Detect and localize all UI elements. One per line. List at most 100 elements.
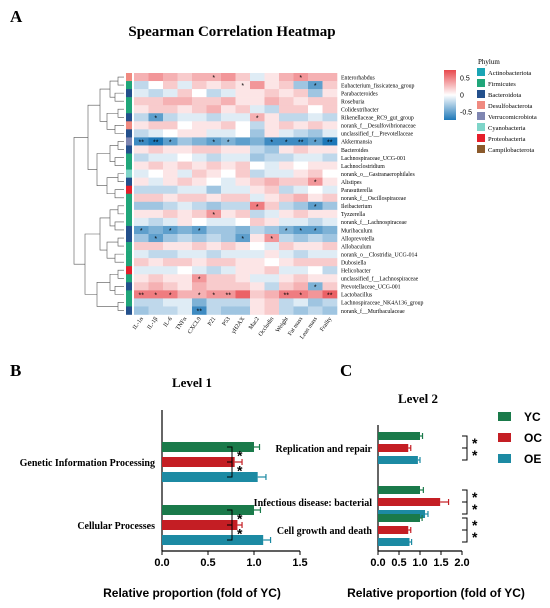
heatmap-cell	[163, 137, 178, 146]
heatmap-cell	[322, 234, 338, 243]
heatmap-cell	[293, 290, 309, 299]
heatmap-cell	[192, 193, 207, 203]
significance-bracket	[462, 489, 468, 503]
heatmap-cell	[221, 129, 236, 138]
colorbar-tick-label: -0.5	[460, 110, 472, 117]
heatmap-cell	[221, 274, 236, 283]
heatmap-cell	[322, 298, 338, 307]
heatmap-cell	[322, 225, 338, 235]
heatmap-cell	[221, 266, 236, 275]
heatmap-cell	[264, 217, 280, 227]
heatmap-cell	[322, 137, 338, 146]
heatmap-row-label: Alloprevotella	[341, 236, 375, 242]
phylum-annotation-cell	[126, 153, 132, 162]
heatmap-cell	[279, 274, 294, 283]
heatmap-cell	[264, 282, 280, 291]
heatmap-row-label: norank_f__Oscillospiraceae	[341, 195, 406, 202]
significance-star: *	[227, 139, 230, 146]
significance-star: *	[256, 204, 259, 211]
significance-star: *	[241, 236, 244, 243]
heatmap-cell	[192, 105, 207, 114]
phylum-annotation-cell	[126, 250, 132, 259]
heatmap-cell	[308, 209, 323, 219]
x-tick-label: 0.5	[200, 557, 215, 569]
heatmap-cell	[177, 137, 193, 146]
dendrogram-branch	[114, 253, 124, 263]
heatmap-cell	[293, 73, 309, 82]
heatmap-cell	[206, 105, 222, 114]
heatmap-cell	[308, 193, 323, 203]
significance-star: *	[314, 284, 317, 291]
heatmap-cell	[322, 250, 338, 259]
dendrogram-branch	[109, 80, 118, 98]
heatmap-cell	[235, 185, 251, 195]
heatmap-cell	[293, 258, 309, 267]
heatmap-cell	[148, 298, 164, 307]
heatmap-cell	[206, 81, 222, 90]
heatmap-cell	[192, 97, 207, 106]
heatmap-cell	[148, 97, 164, 106]
heatmap-cell	[235, 306, 251, 315]
heatmap-cell	[134, 258, 149, 267]
heatmap-cell	[279, 105, 294, 114]
heatmap-cell	[134, 298, 149, 307]
heatmap-cell	[264, 81, 280, 90]
heatmap-cell	[293, 153, 309, 162]
significance-star: *	[198, 228, 201, 235]
heatmap-cell	[279, 266, 294, 275]
heatmap-cell	[250, 306, 265, 315]
heatmap-cell	[192, 282, 207, 291]
heatmap-cell	[293, 177, 309, 186]
heatmap-cell	[177, 177, 193, 186]
heatmap-cell	[235, 81, 251, 90]
heatmap-cell	[293, 105, 309, 114]
heatmap-cell	[192, 250, 207, 259]
heatmap-cell	[192, 137, 207, 146]
heatmap-cell	[163, 266, 178, 275]
heatmap-cell	[134, 177, 149, 186]
heatmap-cell	[264, 153, 280, 162]
heatmap-cell	[293, 193, 309, 203]
heatmap-column-label: IL-1β	[147, 316, 160, 331]
heatmap-cell	[192, 89, 207, 98]
phylum-annotation-cell	[126, 73, 132, 82]
heatmap-cell	[134, 97, 149, 106]
heatmap-row-label: Colidextribacter	[341, 108, 379, 114]
heatmap-cell	[322, 113, 338, 122]
heatmap-cell	[250, 250, 265, 259]
heatmap-cell	[221, 258, 236, 267]
heatmap-cell	[279, 193, 294, 203]
heatmap-cell	[279, 73, 294, 82]
heatmap-cells	[134, 73, 338, 315]
phylum-annotation-cell	[126, 137, 132, 146]
heatmap-cell	[177, 193, 193, 203]
heatmap-cell	[235, 89, 251, 98]
heatmap-cell	[293, 129, 309, 138]
heatmap-cell	[163, 250, 178, 259]
significance-star: *	[314, 228, 317, 235]
level1-bar-chart: 0.0 0.5 1.0 1.5 Genetic Information Processi…	[20, 410, 308, 569]
heatmap-cell	[250, 177, 265, 186]
phylum-annotation-cell	[126, 290, 132, 299]
dendrogram-branch	[114, 92, 124, 102]
heatmap-cell	[163, 185, 178, 195]
bar-yc	[378, 486, 420, 494]
heatmap-cell	[134, 105, 149, 114]
heatmap-cell	[206, 201, 222, 211]
heatmap-row-label: Parabacteroides	[341, 91, 378, 97]
heatmap-row-label: norank_o__Clostridia_UCG-014	[341, 252, 417, 258]
heatmap-cell	[308, 105, 323, 114]
heatmap-cell	[134, 234, 149, 243]
heatmap-cell	[134, 250, 149, 259]
phylum-annotation-cell	[126, 193, 132, 203]
phylum-annotation-cell	[126, 97, 132, 106]
heatmap-cell	[279, 201, 294, 211]
heatmap-cell	[163, 298, 178, 307]
heatmap-cell	[264, 290, 280, 299]
heatmap-cell	[134, 274, 149, 283]
heatmap-cell	[206, 113, 222, 122]
bar-oc	[378, 498, 441, 506]
heatmap-cell	[264, 250, 280, 259]
significance-star: *	[198, 276, 201, 283]
heatmap-cell	[308, 217, 323, 227]
